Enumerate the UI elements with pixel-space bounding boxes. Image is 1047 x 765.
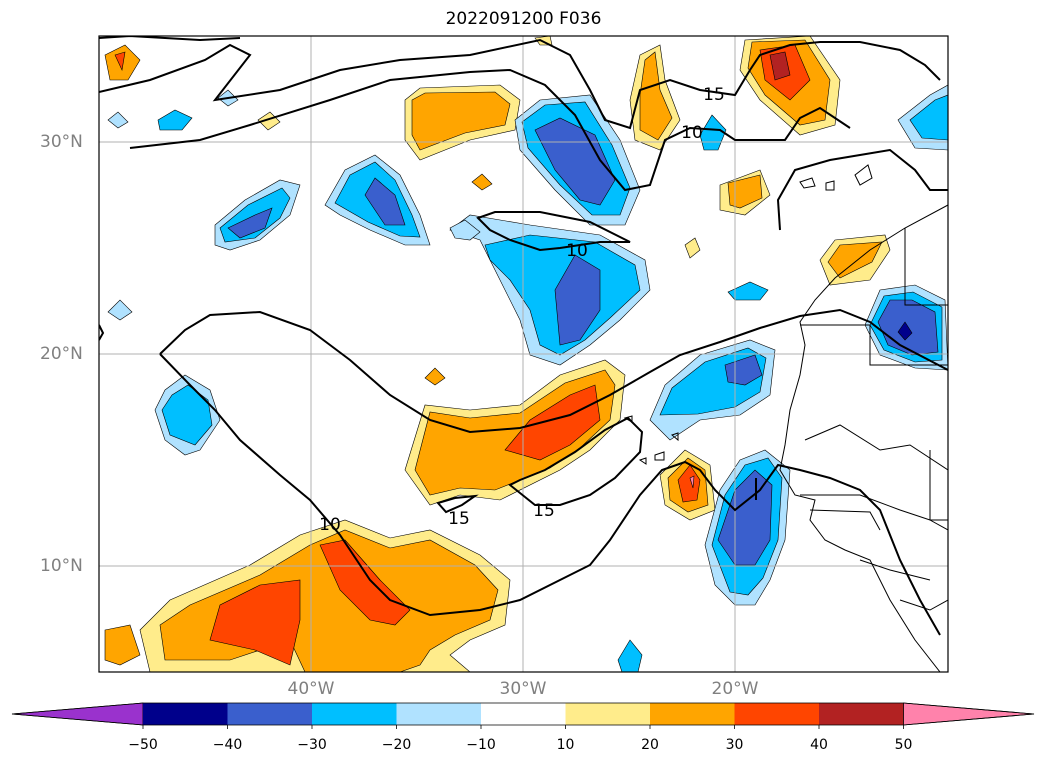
- colorbar-segment: [396, 703, 481, 725]
- very-hot-region-ne: [769, 51, 791, 81]
- contour-10-south: [159, 353, 941, 636]
- colorbar-tick-label: −30: [297, 737, 327, 753]
- colorbar-segment: [143, 703, 228, 725]
- warm-region-n1-core: [411, 91, 511, 151]
- map-title: 2022091200 F036: [445, 9, 602, 29]
- cold-region-ne-corner-mid: [909, 94, 948, 141]
- colorbar-segment: [734, 703, 819, 725]
- contour-label: 15: [448, 509, 470, 529]
- warm-region-e2-core: [727, 174, 763, 209]
- cold-region-e-mid-core: [724, 354, 763, 386]
- africa-coast: [779, 204, 948, 672]
- warm-region-sw-3: [104, 624, 141, 666]
- cold-region-c-core: [554, 254, 601, 346]
- colorbar-segment: [312, 703, 397, 725]
- contour-label: 10: [681, 123, 703, 143]
- contour-west-edge: [99, 324, 105, 341]
- warm-small-3: [684, 237, 701, 259]
- border-8: [929, 450, 948, 531]
- cold-region-se-core: [717, 469, 773, 566]
- colorbar-tick-label: −10: [466, 737, 496, 753]
- contour-10-north: [99, 36, 948, 231]
- colorbar-segment: [227, 703, 312, 725]
- border-2: [904, 228, 948, 306]
- colorbar-tick-label: −20: [381, 737, 412, 753]
- contour-15-middle: [508, 416, 644, 506]
- lon-label-20w: 20°W: [711, 679, 759, 699]
- warm-small-1: [424, 367, 446, 386]
- colorbar-tick-label: 40: [810, 737, 828, 753]
- colorbar-tick-label: 10: [556, 737, 575, 753]
- cold-region-n-core: [534, 117, 616, 206]
- warm-region-n2-core: [639, 51, 673, 141]
- colorbar-tick-label: 30: [725, 737, 744, 753]
- border-1: [800, 324, 948, 366]
- hot-region-e3: [677, 464, 701, 503]
- cape-verde-3: [670, 432, 679, 442]
- cold-region-w2-core: [227, 207, 273, 239]
- gridlines: [99, 36, 948, 672]
- map-frame: [98, 35, 949, 673]
- coastlines: [623, 164, 948, 672]
- map-area: 15 10 10 10 15 15: [99, 36, 948, 672]
- warm-small-2: [471, 173, 493, 191]
- colorbar-extend-min: [11, 702, 144, 726]
- cold-small-6: [449, 219, 481, 241]
- lat-label-10n: 10°N: [40, 556, 83, 576]
- hot-region-sw: [209, 579, 301, 666]
- cold-small-3: [727, 281, 769, 301]
- lat-label-30n: 30°N: [40, 132, 83, 152]
- contour-label: 15: [533, 501, 555, 521]
- cold-region-far-e-center: [897, 321, 913, 341]
- contour-label: 15: [703, 85, 725, 105]
- contour-label: 10: [319, 515, 341, 535]
- contour-15-north: [99, 38, 941, 130]
- cold-small-4: [699, 114, 727, 151]
- contour-label: 10: [566, 241, 588, 261]
- cold-small-7: [107, 111, 129, 129]
- border-3: [804, 424, 948, 471]
- border-4: [800, 494, 948, 521]
- canary-2: [825, 180, 835, 191]
- colorbar-extend-max: [903, 702, 1035, 726]
- canary-1: [799, 177, 816, 189]
- hot-region-nw: [114, 51, 126, 72]
- contour-label-group: 15 10 10 10 15 15: [319, 85, 725, 535]
- contour-15-small: [436, 494, 479, 514]
- colorbar-tick-label: 20: [641, 737, 659, 753]
- cold-small-1: [157, 109, 193, 131]
- cape-verde-1: [638, 457, 647, 465]
- colorbar-segment: [650, 703, 735, 725]
- contour-lines: [99, 36, 948, 636]
- colorbar-segment: [819, 703, 904, 725]
- hot-region-central: [504, 384, 601, 461]
- cold-region-w3-mid: [161, 384, 213, 446]
- very-hot-region-e3: [689, 475, 695, 489]
- colorbar-segment: [565, 703, 650, 725]
- colorbar-tick-label: 50: [894, 737, 913, 753]
- contour-10-center: [476, 211, 631, 252]
- colorbar-tick-label: −50: [128, 737, 158, 753]
- border-5: [809, 509, 881, 531]
- colorbar: [11, 702, 1035, 729]
- lat-label-20n: 20°N: [40, 344, 83, 364]
- lon-label-40w: 40°W: [287, 679, 335, 699]
- cape-verde-2: [654, 451, 665, 461]
- cold-region-w1-core: [364, 177, 406, 226]
- border-6: [859, 559, 931, 581]
- border-7: [899, 599, 948, 611]
- colorbar-tick-label: −40: [212, 737, 243, 753]
- lon-label-30w: 30°W: [499, 679, 547, 699]
- colorbar-segment: [481, 703, 566, 725]
- canary-3: [854, 164, 873, 186]
- hot-region-sw-2: [319, 539, 411, 626]
- cape-verde-4: [623, 415, 633, 423]
- cold-small-2: [107, 299, 133, 321]
- contour-10-main: [159, 308, 948, 434]
- cold-small-5: [617, 639, 643, 672]
